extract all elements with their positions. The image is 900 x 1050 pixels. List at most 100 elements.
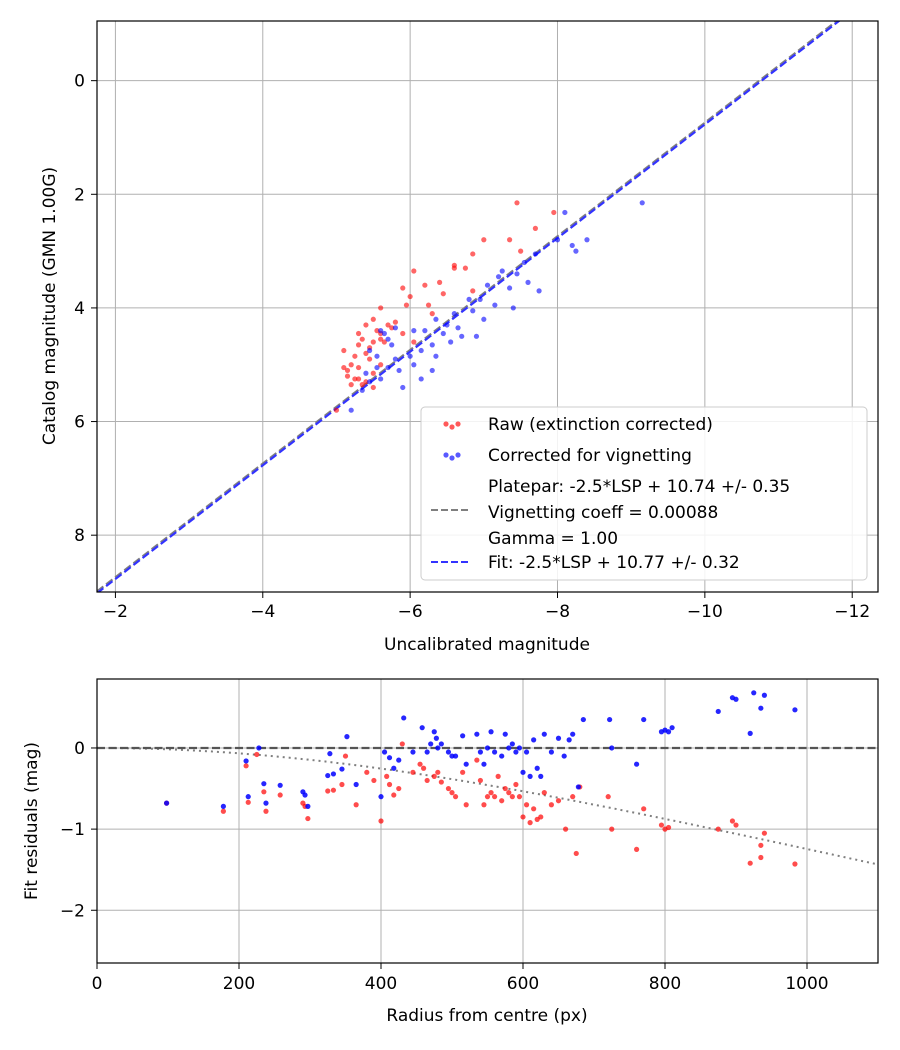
- raw-residual-point: [761, 830, 768, 836]
- corrected-residual-point: [391, 765, 397, 771]
- corrected-residual-point: [243, 758, 249, 764]
- raw-point: [437, 279, 443, 285]
- raw-point: [451, 265, 457, 271]
- legend-label-raw: Raw (extinction corrected): [488, 415, 713, 435]
- raw-residual-point: [325, 788, 331, 794]
- raw-residual-point: [715, 826, 721, 832]
- raw-residual-point: [263, 808, 269, 814]
- corrected-point: [484, 282, 491, 288]
- top-y-tick-label: 4: [74, 299, 85, 319]
- raw-point: [341, 347, 347, 354]
- corrected-residual-point: [580, 716, 586, 723]
- corrected-point: [477, 296, 483, 302]
- corrected-point: [473, 333, 480, 339]
- corrected-point: [507, 285, 513, 291]
- corrected-residual-point: [520, 769, 526, 775]
- corrected-residual-point: [261, 781, 267, 787]
- raw-point: [348, 362, 354, 368]
- raw-residual-point: [747, 860, 753, 866]
- corrected-point: [554, 237, 561, 243]
- raw-residual-point: [509, 794, 515, 800]
- raw-residual-point: [499, 798, 505, 804]
- raw-residual-point: [506, 790, 512, 796]
- corrected-residual-point: [484, 745, 491, 751]
- corrected-residual-point: [428, 741, 434, 747]
- corrected-point: [374, 353, 380, 359]
- raw-residual-point: [220, 808, 226, 814]
- bottom-y-axis-ticks: 0 −1 −2: [60, 739, 97, 921]
- raw-residual-point: [435, 769, 441, 775]
- raw-residual-point: [277, 792, 283, 798]
- legend-entry-fit: Fit: -2.5*LSP + 10.77 +/- 0.32: [431, 553, 740, 573]
- raw-residual-point: [330, 787, 337, 793]
- raw-point: [348, 382, 354, 388]
- corrected-point: [459, 333, 465, 339]
- bottom-y-tick-label: 0: [74, 739, 85, 759]
- corrected-point: [378, 376, 384, 382]
- raw-point: [411, 339, 417, 345]
- corrected-point: [492, 302, 498, 308]
- corrected-point: [470, 308, 476, 314]
- raw-point: [378, 305, 384, 311]
- raw-point: [359, 336, 365, 342]
- raw-residual-point: [665, 824, 672, 831]
- corrected-point: [521, 259, 527, 266]
- raw-point: [363, 322, 369, 328]
- raw-residual-point: [342, 753, 349, 759]
- corrected-point: [418, 376, 424, 382]
- bottom-x-axis-ticks: 0 200 400 600 800 1000: [92, 963, 829, 994]
- raw-point: [352, 376, 358, 382]
- corrected-point: [385, 364, 391, 371]
- raw-point: [507, 237, 513, 243]
- corrected-residual-point: [751, 690, 757, 696]
- corrected-point: [396, 367, 402, 374]
- raw-residual-point: [438, 779, 444, 785]
- corrected-residual-point: [433, 735, 439, 741]
- legend-marker-raw: [443, 421, 449, 427]
- corrected-residual-point: [523, 749, 530, 755]
- top-plot-area: [97, 21, 841, 592]
- raw-residual-point: [531, 806, 537, 812]
- platepar-fit-line: [97, 21, 839, 592]
- corrected-residual-point: [715, 708, 721, 715]
- raw-point: [422, 282, 428, 288]
- corrected-residual-point: [330, 771, 337, 777]
- corrected-residual-point: [499, 753, 505, 759]
- raw-residual-point: [474, 757, 480, 763]
- bottom-y-axis-label: Fit residuals (mag): [22, 742, 42, 900]
- corrected-point: [411, 362, 417, 368]
- raw-point: [470, 251, 476, 257]
- top-x-tick-label: −8: [545, 602, 570, 622]
- top-y-tick-label: 6: [74, 413, 85, 433]
- raw-residual-point: [492, 794, 498, 800]
- corrected-point: [532, 251, 538, 257]
- legend-entry-platepar: Platepar: -2.5*LSP + 10.74 +/- 0.35 Vigne…: [431, 477, 790, 549]
- corrected-residual-point: [220, 803, 226, 809]
- top-y-axis-label: Catalog magnitude (GMN 1.00G): [40, 167, 60, 445]
- raw-point: [462, 265, 468, 271]
- raw-point: [440, 291, 446, 297]
- fit-line: [97, 21, 841, 592]
- corrected-point: [495, 274, 502, 280]
- legend-label-platepar-line: Gamma = 1.00: [488, 529, 618, 549]
- legend-marker-corrected: [455, 452, 461, 458]
- corrected-point: [348, 407, 354, 413]
- raw-point: [470, 288, 476, 294]
- raw-residual-point: [410, 769, 416, 775]
- raw-residual-point: [641, 806, 647, 812]
- corrected-residual-point: [477, 749, 483, 755]
- bottom-plot-area: [97, 690, 878, 867]
- raw-point: [370, 339, 376, 345]
- corrected-point: [569, 242, 575, 249]
- raw-residual-point: [481, 802, 487, 808]
- raw-point: [411, 268, 417, 274]
- raw-point: [400, 285, 406, 291]
- corrected-point: [429, 367, 435, 374]
- corrected-residual-point: [733, 696, 739, 702]
- corrected-residual-point: [401, 715, 407, 721]
- corrected-point: [448, 339, 454, 345]
- corrected-residual-point: [327, 751, 333, 757]
- raw-residual-point: [502, 785, 508, 792]
- corrected-point: [411, 328, 417, 334]
- bottom-x-tick-label: 600: [507, 974, 539, 994]
